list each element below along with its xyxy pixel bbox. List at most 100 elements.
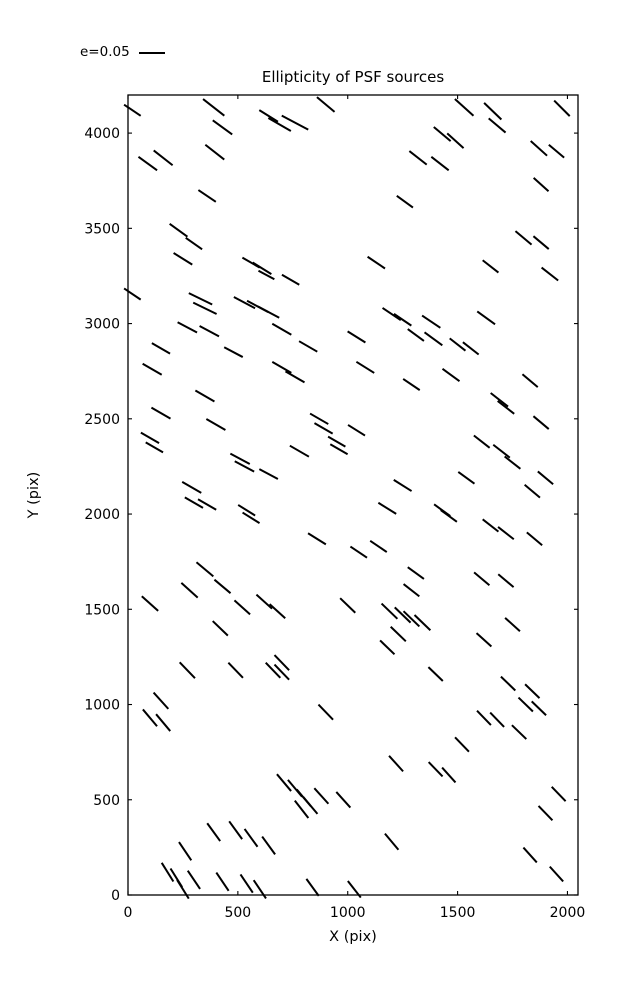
y-tick-label: 2000 bbox=[84, 507, 120, 523]
psf-whisker bbox=[258, 109, 279, 123]
psf-whisker bbox=[178, 841, 193, 861]
psf-whisker bbox=[492, 443, 511, 459]
psf-whisker bbox=[407, 566, 425, 580]
psf-whisker bbox=[317, 703, 334, 721]
psf-whisker bbox=[205, 418, 226, 431]
legend-reference-whisker-icon bbox=[138, 51, 165, 54]
psf-whisker bbox=[227, 661, 244, 679]
psf-whisker bbox=[237, 504, 256, 517]
psf-whisker bbox=[123, 103, 142, 117]
psf-whisker bbox=[549, 865, 564, 883]
y-tick-label: 3500 bbox=[84, 221, 120, 237]
psf-whisker bbox=[151, 342, 171, 355]
psf-whisker bbox=[271, 322, 292, 336]
psf-whisker bbox=[473, 434, 491, 449]
y-tick-label: 500 bbox=[93, 793, 120, 809]
psf-whisker bbox=[367, 255, 386, 270]
psf-whisker bbox=[197, 498, 217, 511]
psf-whisker bbox=[548, 143, 565, 159]
psf-whisker bbox=[202, 98, 225, 117]
psf-whisker bbox=[273, 654, 290, 671]
ellipticity-scale-legend: e=0.05 bbox=[80, 45, 165, 60]
psf-whisker bbox=[537, 470, 554, 486]
x-tick-label: 500 bbox=[224, 905, 251, 921]
psf-whisker bbox=[150, 406, 171, 420]
psf-whisker bbox=[281, 114, 309, 131]
psf-whisker bbox=[526, 531, 543, 547]
psf-whisker bbox=[407, 328, 425, 342]
psf-whisker bbox=[215, 871, 230, 892]
psf-whisker bbox=[184, 496, 204, 509]
psf-whisker bbox=[186, 870, 201, 890]
psf-whisker bbox=[380, 602, 399, 620]
psf-whisker bbox=[413, 614, 432, 631]
x-tick-label: 0 bbox=[124, 905, 133, 921]
psf-whisker bbox=[252, 879, 267, 899]
psf-whisker bbox=[173, 252, 193, 266]
psf-whisker bbox=[497, 526, 515, 541]
psf-whisker bbox=[289, 444, 310, 458]
psf-whisker bbox=[180, 582, 199, 599]
psf-whisker bbox=[155, 713, 171, 732]
psf-whisker bbox=[476, 709, 492, 726]
psf-whisker bbox=[294, 800, 310, 819]
psf-whisker bbox=[169, 222, 189, 238]
psf-whisker bbox=[123, 287, 142, 301]
psf-whisker bbox=[212, 119, 233, 136]
psf-whisker bbox=[213, 578, 232, 594]
psf-whisker bbox=[384, 832, 400, 851]
psf-whisker bbox=[532, 177, 550, 192]
psf-whisker bbox=[482, 259, 500, 274]
psf-whisker bbox=[490, 392, 509, 408]
y-tick-label: 1500 bbox=[84, 602, 120, 618]
psf-whisker bbox=[446, 132, 465, 149]
x-tick-label: 2000 bbox=[550, 905, 586, 921]
psf-whisker bbox=[473, 571, 491, 587]
psf-whisker bbox=[483, 102, 503, 121]
psf-whisker bbox=[421, 314, 441, 329]
psf-whisker bbox=[160, 862, 175, 882]
psf-whisker bbox=[284, 370, 306, 384]
psf-whisker bbox=[267, 117, 292, 132]
tick-label-layer: 0 500 1000 1500 2000 0 500 1000 1500 2000 2500 3000… bbox=[84, 126, 585, 921]
psf-whisker bbox=[281, 273, 300, 286]
psf-whisker bbox=[234, 460, 255, 473]
psf-whisker bbox=[379, 639, 396, 656]
axes-frame bbox=[127, 94, 579, 896]
psf-whisker bbox=[532, 415, 550, 430]
psf-whisker bbox=[302, 796, 319, 815]
psf-whisker bbox=[497, 400, 515, 415]
psf-whisker bbox=[327, 435, 346, 448]
psf-whisker bbox=[178, 661, 196, 679]
psf-whisker bbox=[523, 483, 541, 499]
psf-whisker bbox=[388, 755, 404, 773]
psf-whisker bbox=[551, 786, 567, 802]
psf-whisker bbox=[530, 140, 548, 157]
psf-whisker bbox=[393, 313, 412, 327]
psf-whisker bbox=[176, 879, 190, 900]
psf-whisker bbox=[347, 424, 366, 437]
psf-whisker bbox=[307, 532, 327, 546]
psf-whisker bbox=[454, 736, 470, 753]
psf-whisker bbox=[258, 468, 279, 480]
psf-whisker bbox=[212, 620, 229, 637]
psf-whisker bbox=[517, 696, 534, 713]
psf-whisker bbox=[349, 545, 368, 559]
psf-whisker bbox=[271, 361, 292, 374]
psf-whisker bbox=[514, 230, 533, 246]
psf-whisker bbox=[273, 663, 290, 681]
psf-whisker bbox=[457, 471, 476, 485]
psf-whisker bbox=[141, 595, 159, 612]
psf-whisker bbox=[430, 156, 450, 172]
psf-whisker bbox=[239, 873, 254, 894]
psf-whisker bbox=[152, 691, 170, 710]
psf-whisker bbox=[243, 828, 259, 848]
x-axis-title: X (pix) bbox=[329, 929, 377, 945]
x-tick-label: 1500 bbox=[440, 905, 476, 921]
psf-whisker bbox=[355, 360, 375, 374]
psf-whisker bbox=[504, 455, 522, 470]
psf-whisker bbox=[305, 878, 320, 897]
psf-whisker bbox=[532, 235, 550, 250]
